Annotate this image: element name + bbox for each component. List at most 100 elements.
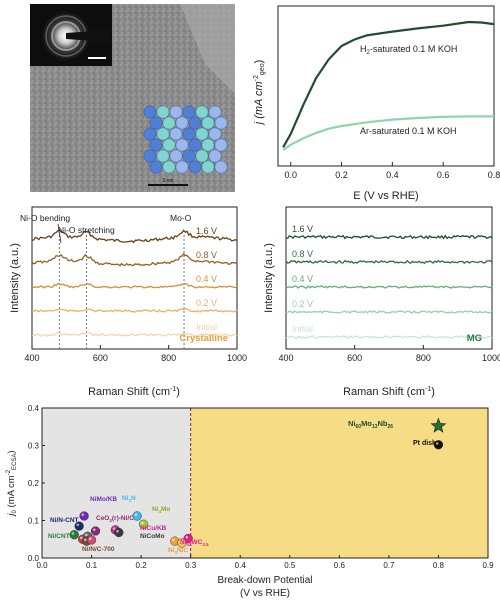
label-ni52wc: Ni52WC2.5 <box>180 539 209 547</box>
benchmark-point-2 <box>79 511 89 521</box>
raman-c-x-tick-label: 800 <box>161 353 176 363</box>
benchmark-x-axis-label-line2: (V vs RHE) <box>240 588 290 599</box>
raman-mg-x-tick-label: 800 <box>416 353 431 363</box>
benchmark-x-tick-label: 0.8 <box>433 561 445 570</box>
label-nimo-kb: NiMo/KB <box>90 496 117 503</box>
raman-crystalline-svg: 1.6 V 0.8 V 0.4 V 0.2 V Initial 400 600 800 100… <box>9 206 247 398</box>
lsv-x-tick-label: 0.4 <box>386 170 399 180</box>
atom-sphere <box>149 116 163 130</box>
raman-c-series-group: 1.6 V 0.8 V 0.4 V 0.2 V Initial <box>31 226 238 337</box>
raman-mg-series-label-0: 1.6 V <box>292 224 313 234</box>
raman-mg-series-group: 1.6 V 0.8 V 0.4 V 0.2 V Initial <box>285 224 493 339</box>
raman-c-peak-lines <box>57 223 185 349</box>
atom-model-inset <box>143 105 228 174</box>
lsv-x-tick-label: 0.2 <box>335 170 348 180</box>
atom-sphere <box>162 116 176 130</box>
raman-mg-series-label-2: 0.4 V <box>292 274 313 284</box>
raman-c-sample-label: Crystalline <box>179 333 228 344</box>
raman-c-series-line-0 <box>31 229 238 244</box>
atom-sphere <box>201 160 215 174</box>
benchmark-y-axis-label: j0 (mA cm-2ECSA) <box>6 450 18 517</box>
atom-sphere <box>175 138 189 152</box>
raman-c-x-tick-label: 1000 <box>227 353 247 363</box>
lsv-x-tick-label: 0.8 <box>488 170 500 180</box>
benchmark-point-highlight <box>172 538 175 542</box>
benchmark-point-labels: Ni60Mo13Nb26 Pt disk NiMo/KB Ni/N-CNT Ni… <box>48 419 436 555</box>
benchmark-x-tick-label: 0.6 <box>334 561 346 570</box>
atom-sphere <box>175 116 189 130</box>
raman-mg-x-tick-label: 400 <box>278 353 293 363</box>
label-ni-cnt: Ni/CNT <box>48 533 70 540</box>
raman-mg-y-axis-label: Intensity (a.u.) <box>263 243 275 313</box>
atom-sphere <box>156 149 170 163</box>
atom-sphere <box>149 138 163 152</box>
lsv-y-axis-label: j (mA cm-2geo) <box>253 60 266 127</box>
label-ni4mo: Ni4Mo <box>152 506 170 514</box>
lsv-series-line-1 <box>282 115 494 151</box>
raman-crystalline-chart: 1.6 V 0.8 V 0.4 V 0.2 V Initial 400 600 800 100… <box>0 203 248 403</box>
atom-sphere <box>214 138 228 152</box>
atom-sphere <box>143 105 157 119</box>
label-ceo2-ni-c: CeO2(r)-Ni/C <box>96 515 134 523</box>
benchmark-x-tick-label: 0.2 <box>136 561 148 570</box>
benchmark-x-tick-label: 0.3 <box>185 561 197 570</box>
label-ni3n-c: Ni3N/C <box>168 547 189 555</box>
raman-mg-series-line-2 <box>285 285 493 289</box>
label-ni60mo13nb26: Ni60Mo13Nb26 <box>348 419 393 430</box>
label-nicomo: NiCoMo <box>140 533 165 540</box>
raman-c-x-tick-label: 400 <box>24 353 39 363</box>
benchmark-point-9 <box>114 527 124 538</box>
label-ni-n-c-700: Ni/N/C-700 <box>82 546 115 553</box>
saed-inset <box>30 4 112 66</box>
lsv-legend-ar: Ar-saturated 0.1 M KOH <box>360 126 457 136</box>
lsv-x-tick-label: 0.0 <box>284 170 297 180</box>
raman-c-x-tick-label: 600 <box>93 353 108 363</box>
raman-mg-x-axis-label: Raman Shift (cm-1) <box>343 386 435 398</box>
raman-mg-chart: 1.6 V 0.8 V 0.4 V 0.2 V Initial 400 600 800 100… <box>250 203 500 403</box>
raman-mg-series-line-0 <box>285 234 493 240</box>
lsv-legend-h2: H2-saturated 0.1 M KOH <box>360 44 457 56</box>
annotation-mo-o: Mo-O <box>170 213 192 223</box>
benchmark-svg: 0.0 0.1 0.2 0.3 0.4 0.5 0.6 0.7 0.8 0.9 0.0 0.1 0.2 0… <box>6 404 494 599</box>
benchmark-region-right <box>190 408 488 558</box>
annotation-ni-o-stretching: Ni-O stretching <box>58 225 115 235</box>
atom-sphere <box>175 160 189 174</box>
label-nicu-kb: NiCu/KB <box>140 525 167 532</box>
benchmark-x-tick-label: 0.4 <box>235 561 247 570</box>
benchmark-point-highlight <box>84 538 87 542</box>
benchmark-point-4 <box>69 530 79 540</box>
raman-c-series-line-4 <box>31 331 238 337</box>
tem-image-panel: 5 nm <box>30 4 235 192</box>
atom-sphere <box>201 138 215 152</box>
annotation-ni-o-bending: Ni-O bending <box>20 213 70 223</box>
atom-sphere <box>156 105 170 119</box>
atom-sphere <box>169 105 183 119</box>
benchmark-y-tick-label: 0.1 <box>28 517 40 526</box>
raman-c-series-label-0: 1.6 V <box>196 226 217 236</box>
atom-sphere <box>156 127 170 141</box>
benchmark-point-highlight <box>112 527 116 530</box>
atom-sphere <box>201 116 215 130</box>
benchmark-point-star <box>430 417 447 433</box>
label-ni3n: Ni3N <box>122 495 136 503</box>
atom-sphere <box>214 160 228 174</box>
lsv-x-axis-label: E (V vs RHE) <box>353 190 418 202</box>
raman-c-series-label-3: 0.2 V <box>196 298 217 308</box>
atom-sphere <box>169 149 183 163</box>
raman-c-plot-frame <box>31 206 238 350</box>
benchmark-point-13 <box>86 535 97 545</box>
lsv-x-tick-label: 0.6 <box>437 170 450 180</box>
lsv-plot-frame <box>277 5 495 167</box>
atom-sphere <box>195 127 209 141</box>
atom-sphere <box>143 149 157 163</box>
benchmark-point-highlight <box>81 513 85 516</box>
raman-mg-sample-label: MG <box>467 333 482 344</box>
raman-mg-plot-frame <box>285 206 493 350</box>
benchmark-point-highlight <box>80 536 83 540</box>
atom-sphere <box>195 105 209 119</box>
tem-image-svg: 5 nm <box>30 4 235 192</box>
raman-mg-series-line-3 <box>285 310 493 314</box>
benchmark-x-tick-label: 0.5 <box>284 561 296 570</box>
benchmark-point-7 <box>90 526 101 536</box>
benchmark-point-highlight <box>88 537 92 540</box>
